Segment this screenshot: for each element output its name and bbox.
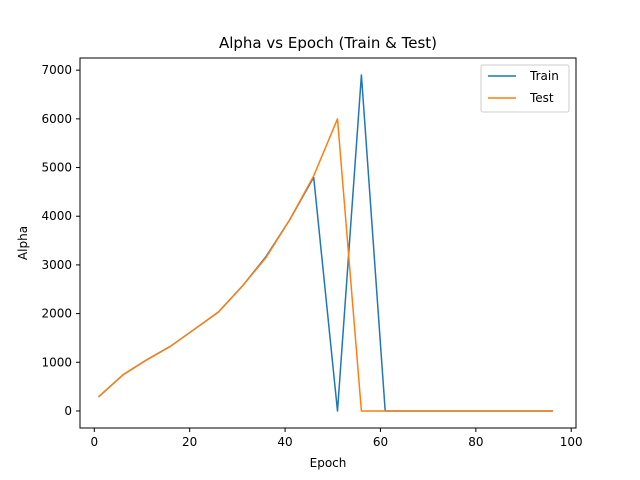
y-tick-label: 3000 [41,258,72,272]
y-axis-label: Alpha [16,226,30,260]
x-axis-label: Epoch [310,456,347,470]
x-tick-label: 40 [277,435,292,449]
x-tick-label: 60 [373,435,388,449]
x-tick-label: 80 [468,435,483,449]
y-tick-label: 1000 [41,355,72,369]
y-tick-label: 2000 [41,307,72,321]
legend: Train Test [480,64,570,113]
y-tick-label: 4000 [41,209,72,223]
plot-lines [98,74,553,412]
legend-label-test: Test [529,91,554,105]
x-tick-label: 0 [90,435,98,449]
y-tick-label: 5000 [41,161,72,175]
plot-frame [79,57,577,429]
legend-label-train: Train [529,69,559,83]
y-tick-label: 6000 [41,112,72,126]
chart-title: Alpha vs Epoch (Train & Test) [219,34,437,52]
x-axis-ticks: 0 20 40 60 80 100 [90,428,583,449]
y-axis-ticks: 0 1000 2000 3000 4000 5000 6000 7000 [41,63,80,418]
x-tick-label: 20 [182,435,197,449]
y-tick-label: 7000 [41,63,72,77]
y-tick-label: 0 [64,404,72,418]
x-tick-label: 100 [560,435,583,449]
series-line-test [98,118,553,412]
